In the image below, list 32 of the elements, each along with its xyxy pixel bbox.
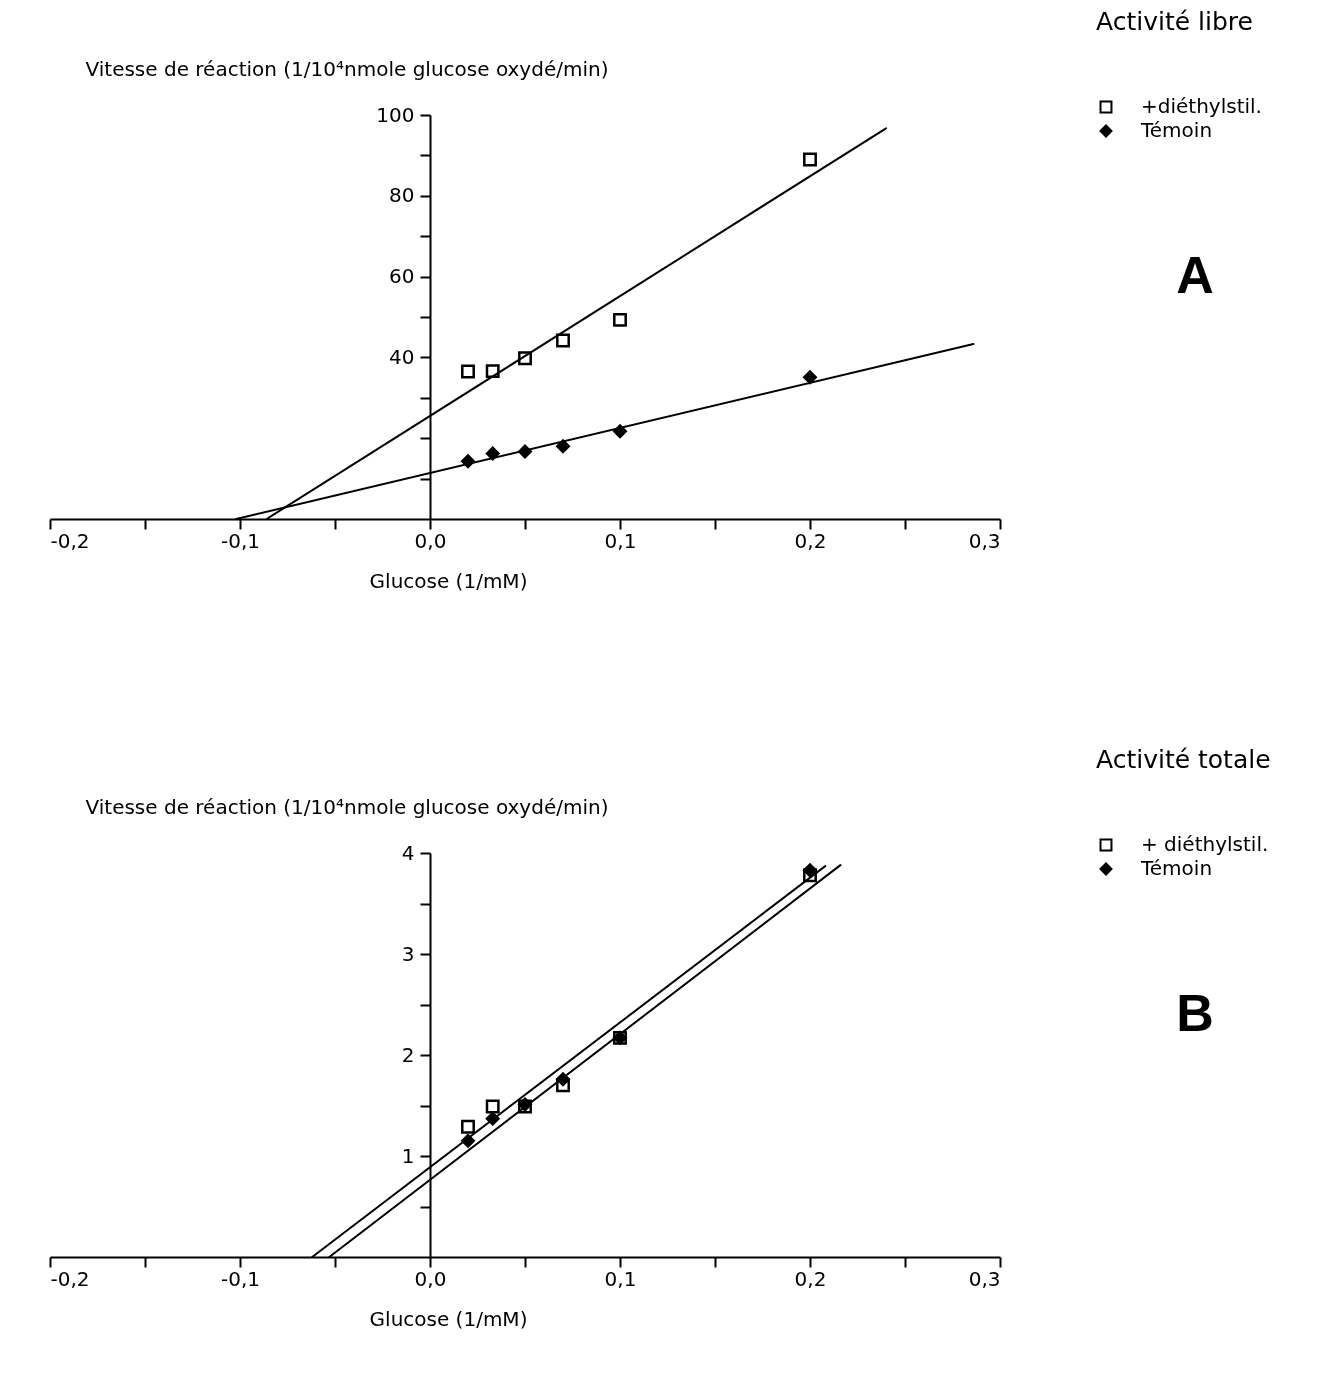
y-tick-label: 1	[401, 1143, 415, 1168]
x-tick-label: 0,2	[794, 528, 827, 553]
x-tick-label: 0,0	[414, 1266, 447, 1291]
x-tick-label: -0,1	[220, 1266, 261, 1291]
legend-title: Activité totale	[1096, 745, 1271, 774]
legend-label: Témoin	[1140, 118, 1213, 142]
x-tick-label: -0,2	[50, 528, 90, 553]
x-axis-title: Glucose (1/mM)	[369, 1306, 528, 1331]
y-tick-label: 3	[401, 941, 415, 966]
legend-label: + diéthylstil.	[1141, 832, 1269, 856]
y-axis-title: Vitesse de réaction (1/10⁴nmole glucose oxydé/min)	[85, 56, 609, 81]
x-tick-label: 0,0	[414, 528, 447, 553]
legend-label: +diéthylstil.	[1141, 94, 1262, 118]
text: A	[1176, 245, 1214, 304]
y-axis-title: Vitesse de réaction (1/10⁴nmole glucose oxydé/min)	[85, 794, 609, 819]
x-tick-label: -0,2	[50, 1266, 90, 1291]
x-tick-label: 0,3	[968, 1266, 1001, 1291]
x-tick-label: 0,3	[968, 528, 1001, 553]
x-tick-label: 0,1	[604, 528, 637, 553]
y-tick-label: 100	[376, 102, 415, 127]
y-tick-label: 4	[401, 840, 415, 865]
x-tick-label: -0,1	[220, 528, 261, 553]
legend-title: Activité libre	[1096, 7, 1253, 36]
text: B	[1176, 983, 1214, 1042]
legend-label: Témoin	[1140, 856, 1213, 880]
x-tick-label: 0,1	[604, 1266, 637, 1291]
x-axis-title: Glucose (1/mM)	[369, 568, 528, 593]
y-tick-label: 60	[389, 264, 415, 289]
y-tick-label: 2	[401, 1042, 415, 1067]
y-tick-label: 40	[389, 344, 415, 369]
x-tick-label: 0,2	[794, 1266, 827, 1291]
y-tick-label: 80	[389, 183, 415, 208]
